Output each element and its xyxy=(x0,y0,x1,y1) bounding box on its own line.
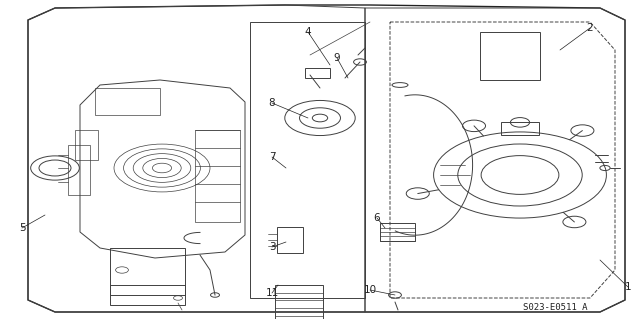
Text: 7: 7 xyxy=(269,152,275,162)
Text: S023-E0511 A: S023-E0511 A xyxy=(523,303,588,313)
Bar xyxy=(95,88,160,115)
Text: 9: 9 xyxy=(333,53,340,63)
Bar xyxy=(305,68,330,78)
Bar xyxy=(68,145,90,195)
Text: 2: 2 xyxy=(587,23,593,33)
Bar xyxy=(277,227,303,253)
Bar xyxy=(480,32,540,80)
Bar xyxy=(380,223,415,241)
Text: 5: 5 xyxy=(19,223,26,233)
Text: 1: 1 xyxy=(625,282,631,292)
Bar xyxy=(275,285,323,319)
Bar xyxy=(75,130,98,160)
Text: 11: 11 xyxy=(266,288,278,298)
Bar xyxy=(110,248,185,295)
Text: 4: 4 xyxy=(305,27,311,37)
Bar xyxy=(500,122,540,135)
Text: 10: 10 xyxy=(364,285,376,295)
Bar xyxy=(195,130,240,222)
Text: 8: 8 xyxy=(269,98,275,108)
Bar xyxy=(110,285,185,305)
Text: 3: 3 xyxy=(269,242,275,252)
Text: 6: 6 xyxy=(374,213,380,223)
